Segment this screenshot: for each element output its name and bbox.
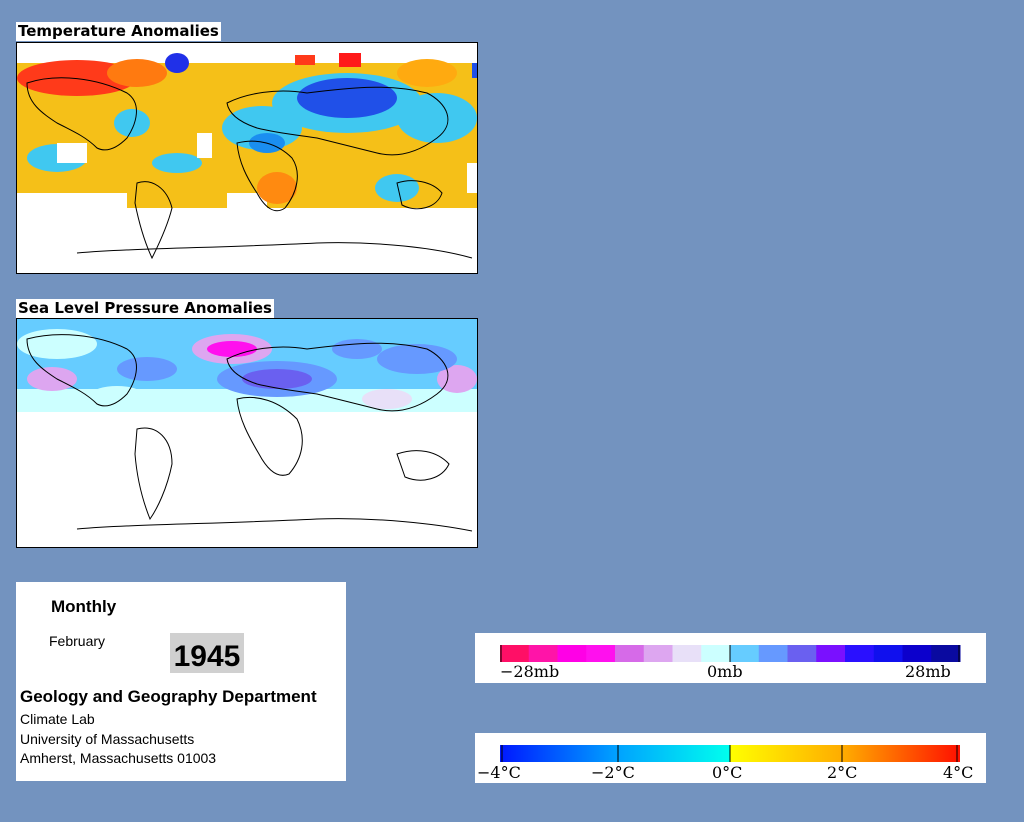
temperature-map-image (17, 43, 477, 273)
pressure-map-image (17, 319, 477, 547)
pressure-swatch (758, 645, 788, 662)
pressure-swatch (730, 645, 760, 662)
pressure-legend-scale: −28mb 0mb 28mb (500, 645, 961, 681)
pressure-swatch (500, 645, 530, 662)
pressure-swatch (528, 645, 558, 662)
pressure-title: Sea Level Pressure Anomalies (16, 299, 274, 318)
info-box: Monthly February 1945 Geology and Geogra… (16, 582, 346, 781)
pressure-swatch (787, 645, 817, 662)
department-name: Geology and Geography Department (20, 687, 317, 706)
temperature-tick-label-minus4: −4°C (477, 763, 521, 782)
temperature-title: Temperature Anomalies (16, 22, 221, 41)
lab-name: Climate Lab (20, 711, 95, 727)
pressure-map (16, 318, 478, 548)
temperature-tick-label-minus2: −2°C (591, 763, 635, 782)
pressure-swatch (586, 645, 616, 662)
pressure-swatch (672, 645, 702, 662)
address: Amherst, Massachusetts 01003 (20, 750, 217, 766)
temperature-legend: −4°C −2°C 0°C 2°C 4°C (475, 733, 986, 783)
temperature-tick-label-zero: 0°C (712, 763, 742, 782)
pressure-swatch (873, 645, 903, 662)
university-name: University of Massachusetts (20, 731, 195, 747)
temperature-legend-scale: −4°C −2°C 0°C 2°C 4°C (477, 745, 973, 782)
temperature-map (16, 42, 478, 274)
pressure-tick-label-min: −28mb (500, 662, 559, 681)
pressure-swatch (701, 645, 731, 662)
pressure-swatch (557, 645, 587, 662)
pressure-tick-label-zero: 0mb (707, 662, 743, 681)
pressure-legend: −28mb 0mb 28mb (475, 633, 986, 683)
year-label: 1945 (170, 633, 244, 673)
pressure-tick-label-max: 28mb (905, 662, 951, 681)
pressure-swatch (845, 645, 875, 662)
pressure-swatch (931, 645, 961, 662)
temperature-tick-label-plus4: 4°C (943, 763, 973, 782)
pressure-swatch (643, 645, 673, 662)
period-label: Monthly (51, 597, 117, 616)
pressure-swatch (902, 645, 932, 662)
pressure-swatch (816, 645, 846, 662)
month-label: February (49, 633, 106, 649)
temperature-tick-label-plus2: 2°C (827, 763, 857, 782)
pressure-swatch (615, 645, 645, 662)
